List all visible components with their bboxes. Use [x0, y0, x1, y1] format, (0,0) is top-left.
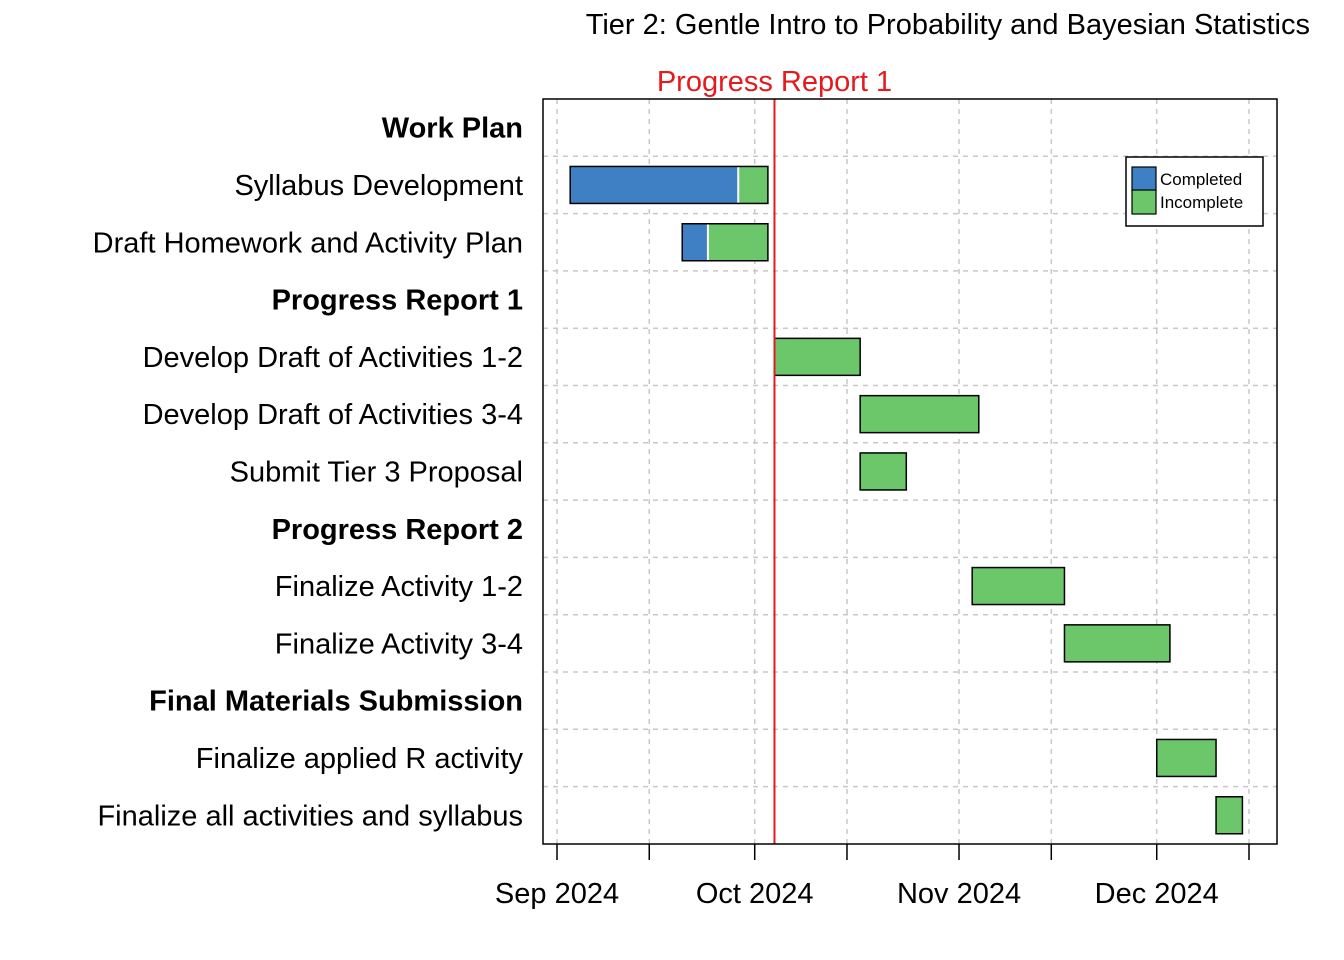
legend: Completed Incomplete [1125, 156, 1264, 227]
task-bar-completed [682, 223, 708, 261]
task-label: Draft Homework and Activity Plan [93, 227, 523, 259]
task-bar-outline [1063, 624, 1171, 663]
section-header-label: Work Plan [382, 113, 523, 145]
task-bar-incomplete [707, 223, 768, 261]
task-label: Develop Draft of Activities 1-2 [143, 342, 523, 374]
task-bar-outline [859, 394, 980, 434]
x-axis: Sep 2024 Oct 2024 Nov 2024 Dec 2024 [495, 844, 1250, 910]
task-bar-incomplete [972, 567, 1065, 605]
section-header-label: Final Materials Submission [149, 686, 523, 718]
task-bar-incomplete [1216, 796, 1243, 834]
legend-swatch [1131, 166, 1157, 192]
x-tick-label: Dec 2024 [1095, 878, 1219, 910]
task-label: Submit Tier 3 Proposal [230, 456, 523, 488]
x-tick-label: Nov 2024 [897, 878, 1021, 910]
grid [543, 99, 1277, 844]
task-bar-completed [570, 166, 739, 204]
task-labels: Work Plan Syllabus Development Draft Homew… [93, 113, 524, 833]
task-bar-incomplete [860, 395, 979, 433]
task-bar-outline [569, 165, 769, 205]
task-label: Finalize Activity 1-2 [275, 571, 523, 603]
task-bar-incomplete [1064, 624, 1170, 662]
section-header-label: Progress Report 1 [272, 285, 523, 317]
x-tick-label: Sep 2024 [495, 878, 619, 910]
chart-title: Tier 2: Gentle Intro to Probability and … [586, 9, 1310, 41]
task-bar-outline [681, 223, 769, 262]
task-label: Finalize Activity 3-4 [275, 628, 523, 660]
plot-frame [542, 98, 1278, 845]
task-bar-outline [971, 566, 1066, 606]
task-bars [569, 165, 1244, 835]
task-label: Finalize all activities and syllabus [97, 800, 523, 832]
section-header-label: Progress Report 2 [272, 514, 523, 546]
task-label: Syllabus Development [234, 170, 523, 202]
milestone: Progress Report 1 [657, 66, 892, 844]
task-bar-outline [1155, 738, 1217, 778]
task-label: Finalize applied R activity [196, 743, 524, 775]
legend-swatch [1131, 189, 1157, 215]
legend-label: Incomplete [1160, 193, 1243, 212]
task-bar-incomplete [774, 338, 861, 376]
task-bar-outline [859, 452, 908, 491]
task-label: Develop Draft of Activities 3-4 [143, 399, 523, 431]
x-tick-label: Oct 2024 [696, 878, 814, 910]
task-bar-incomplete [738, 166, 768, 204]
task-bar-outline [1215, 796, 1244, 835]
milestone-label: Progress Report 1 [657, 66, 892, 98]
task-bar-incomplete [860, 452, 907, 490]
task-bar-incomplete [1156, 739, 1217, 777]
legend-label: Completed [1160, 170, 1242, 189]
